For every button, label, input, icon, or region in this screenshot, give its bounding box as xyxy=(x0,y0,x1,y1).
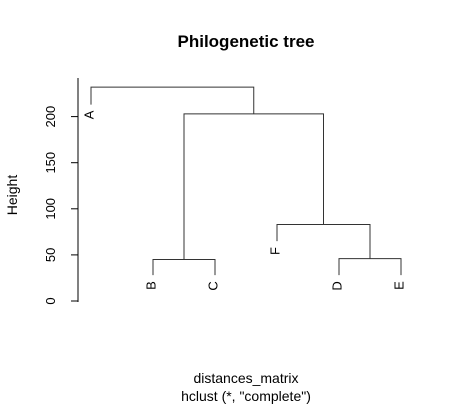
branch-A-BCFDE xyxy=(90,86,255,114)
leaf-label-B: B xyxy=(143,281,158,290)
y-axis-ticks: 0 50 100 150 200 xyxy=(43,106,78,305)
method-sublabel: hclust (*, "complete") xyxy=(181,388,311,404)
y-axis-label: Height xyxy=(4,175,20,216)
y-tick-label-200: 200 xyxy=(43,106,58,128)
branch-BC-FDE xyxy=(183,113,324,260)
y-tick-label-50: 50 xyxy=(43,248,58,262)
x-axis-label: distances_matrix xyxy=(193,370,298,386)
leaf-label-C: C xyxy=(205,281,220,290)
leaf-label-E: E xyxy=(391,281,406,290)
leaf-label-F: F xyxy=(267,247,282,255)
chart-title: Philogenetic tree xyxy=(178,32,315,51)
dendrogram-leaf-labels: A B C F D E xyxy=(81,110,406,290)
branch-D-E xyxy=(338,258,402,276)
y-tick-label-150: 150 xyxy=(43,152,58,174)
y-tick-label-0: 0 xyxy=(43,297,58,304)
y-tick-label-100: 100 xyxy=(43,198,58,220)
branch-F-DE xyxy=(276,223,371,259)
branch-B-C xyxy=(152,259,216,276)
leaf-label-A: A xyxy=(81,110,96,119)
dendrogram-branches xyxy=(90,86,402,276)
leaf-label-D: D xyxy=(329,281,344,290)
